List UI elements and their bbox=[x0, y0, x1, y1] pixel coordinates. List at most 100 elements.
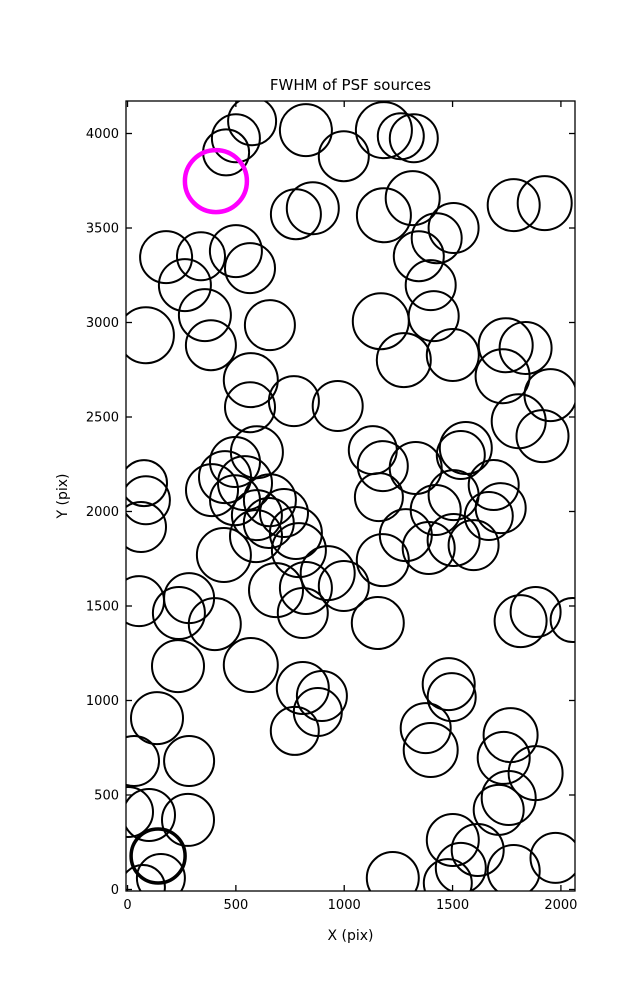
psf-circle bbox=[480, 770, 537, 826]
psf-circle bbox=[365, 851, 420, 891]
y-tick-label: 500 bbox=[94, 788, 119, 803]
psf-circle bbox=[295, 670, 348, 722]
psf-circle bbox=[450, 823, 505, 877]
psf-circle bbox=[422, 858, 473, 891]
psf-circle bbox=[317, 560, 370, 612]
psf-circle bbox=[268, 506, 323, 560]
psf-circle bbox=[474, 348, 531, 405]
psf-circle bbox=[126, 459, 168, 508]
psf-circle bbox=[126, 306, 175, 365]
x-tick-label: 500 bbox=[223, 898, 248, 913]
psf-circle bbox=[427, 202, 480, 254]
psf-circle bbox=[187, 597, 242, 652]
psf-circle bbox=[402, 722, 459, 778]
psf-circle bbox=[130, 691, 184, 746]
psf-circle bbox=[242, 473, 297, 528]
psf-circle bbox=[176, 231, 226, 282]
psf-circle bbox=[243, 299, 296, 352]
psf-circle bbox=[356, 440, 409, 493]
psf-circle bbox=[157, 258, 212, 313]
psf-circle bbox=[509, 586, 562, 638]
psf-circle bbox=[529, 831, 575, 884]
x-tick-label: 2000 bbox=[544, 898, 577, 913]
psf-circle bbox=[151, 586, 206, 640]
psf-circle bbox=[355, 187, 412, 244]
psf-circle bbox=[467, 459, 520, 511]
psf-circle bbox=[388, 441, 443, 495]
psf-circle bbox=[486, 844, 541, 891]
psf-circle bbox=[401, 521, 456, 575]
psf-circle bbox=[351, 292, 410, 351]
psf-circle bbox=[278, 561, 333, 615]
psf-circle bbox=[248, 562, 304, 619]
psf-circle bbox=[477, 317, 534, 374]
y-tick-label: 4000 bbox=[86, 127, 119, 142]
x-tick-label: 1500 bbox=[436, 898, 469, 913]
psf-circle bbox=[139, 230, 194, 285]
psf-circle bbox=[224, 381, 276, 434]
psf-circle bbox=[355, 533, 410, 588]
psf-circle bbox=[435, 430, 486, 480]
psf-circle bbox=[129, 827, 187, 885]
y-tick-label: 3500 bbox=[86, 222, 119, 237]
axes-frame bbox=[125, 100, 576, 892]
psf-circle bbox=[353, 472, 404, 523]
psf-circle bbox=[404, 259, 457, 312]
psf-circle bbox=[463, 491, 514, 541]
psf-circle bbox=[493, 594, 548, 649]
y-tick-label: 1500 bbox=[86, 599, 119, 614]
psf-circle bbox=[126, 475, 171, 526]
psf-circle bbox=[384, 170, 441, 227]
psf-circle bbox=[126, 501, 167, 553]
psf-circle bbox=[210, 113, 261, 164]
x-tick-label: 0 bbox=[123, 898, 131, 913]
psf-circle bbox=[426, 672, 477, 723]
psf-circle bbox=[399, 702, 452, 755]
y-tick-label: 2000 bbox=[86, 505, 119, 520]
x-axis-label: X (pix) bbox=[327, 928, 374, 944]
psf-circle bbox=[486, 178, 541, 233]
psf-circle bbox=[198, 450, 252, 505]
psf-circle bbox=[126, 786, 154, 838]
psf-circle bbox=[267, 375, 320, 428]
highlighted-psf-circle bbox=[182, 147, 250, 215]
psf-circle bbox=[350, 596, 405, 650]
psf-circle bbox=[227, 101, 278, 147]
x-tick-label: 1000 bbox=[328, 898, 361, 913]
psf-circle bbox=[410, 212, 463, 265]
psf-circle bbox=[409, 484, 462, 536]
psf-circle bbox=[407, 290, 460, 343]
psf-circle bbox=[224, 242, 276, 295]
chart-title: FWHM of PSF sources bbox=[269, 76, 432, 94]
psf-circle bbox=[447, 519, 500, 572]
psf-circle bbox=[474, 482, 527, 535]
psf-circle bbox=[515, 409, 570, 464]
psf-circle bbox=[126, 735, 160, 787]
psf-circle bbox=[285, 181, 340, 236]
psf-circle bbox=[498, 321, 553, 375]
psf-circle bbox=[317, 130, 370, 183]
psf-circle bbox=[259, 488, 309, 538]
y-tick-label: 1000 bbox=[86, 694, 119, 709]
psf-circle bbox=[242, 497, 295, 549]
y-tick-label: 2500 bbox=[86, 411, 119, 426]
psf-circle bbox=[426, 513, 481, 567]
psf-circle bbox=[229, 425, 284, 480]
psf-circle bbox=[222, 352, 279, 409]
psf-circle bbox=[516, 175, 573, 232]
psf-circle bbox=[472, 783, 525, 836]
psf-circle bbox=[126, 864, 166, 891]
psf-circle bbox=[425, 328, 480, 382]
psf-circle bbox=[549, 597, 575, 643]
psf-circle bbox=[299, 545, 356, 602]
psf-circle bbox=[185, 463, 239, 518]
psf-circle bbox=[311, 380, 364, 432]
psf-circle bbox=[151, 639, 205, 694]
y-tick-label: 3000 bbox=[86, 316, 119, 331]
psf-circle bbox=[208, 224, 263, 279]
psf-circle bbox=[354, 101, 413, 160]
psf-circle bbox=[490, 393, 547, 450]
psf-circle bbox=[163, 735, 216, 787]
psf-circle bbox=[209, 436, 261, 488]
